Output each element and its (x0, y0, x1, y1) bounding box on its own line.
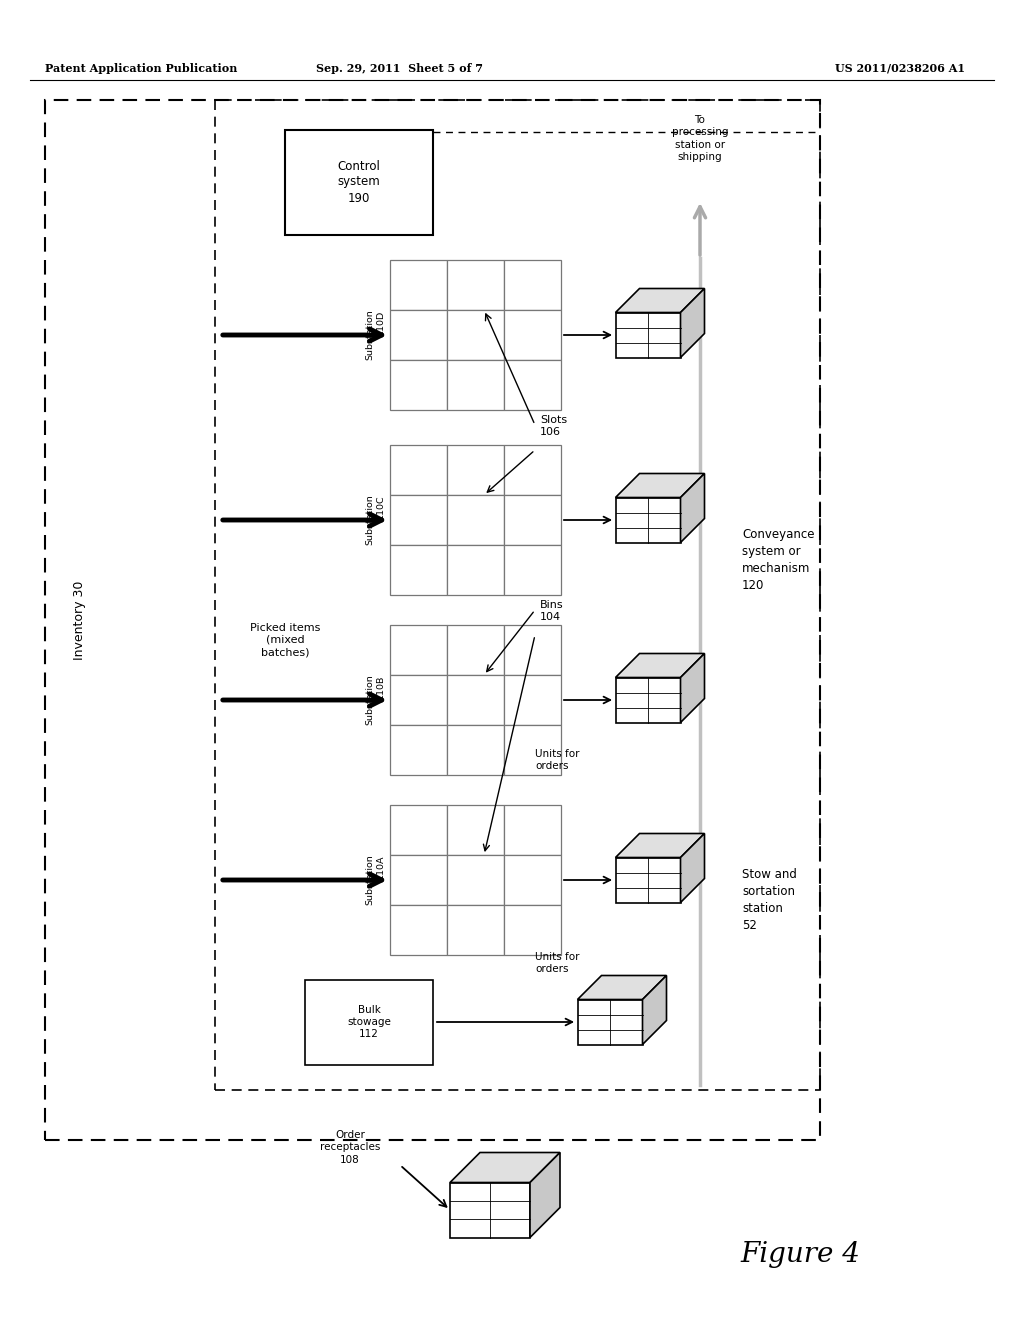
Bar (447, 675, 504, 725)
Polygon shape (450, 1183, 530, 1238)
Text: Patent Application Publication: Patent Application Publication (45, 62, 238, 74)
Polygon shape (681, 289, 705, 358)
Bar (504, 725, 561, 775)
Text: Units for
orders: Units for orders (535, 750, 580, 771)
Polygon shape (615, 498, 681, 543)
Text: Substation
110C: Substation 110C (366, 495, 385, 545)
Polygon shape (615, 653, 705, 677)
Bar (447, 805, 504, 855)
Text: Bins
104: Bins 104 (540, 601, 563, 622)
Bar (504, 855, 561, 906)
Bar (504, 805, 561, 855)
Polygon shape (615, 474, 705, 498)
Text: Sep. 29, 2011  Sheet 5 of 7: Sep. 29, 2011 Sheet 5 of 7 (316, 62, 483, 74)
Bar (504, 360, 561, 411)
Bar (447, 906, 504, 954)
Text: Figure 4: Figure 4 (740, 1242, 860, 1269)
Bar (504, 495, 561, 545)
Bar (390, 360, 447, 411)
Bar (305, 979, 433, 1065)
Text: Control
system
190: Control system 190 (338, 160, 381, 205)
Bar (390, 545, 447, 595)
Text: Slots
106: Slots 106 (540, 414, 567, 437)
Text: To
processing
station or
shipping: To processing station or shipping (672, 115, 728, 162)
Text: Picked items
(mixed
batches): Picked items (mixed batches) (250, 623, 321, 657)
Bar (390, 855, 447, 906)
Text: Order
receptacles
108: Order receptacles 108 (319, 1130, 380, 1164)
Bar (447, 310, 504, 360)
Polygon shape (615, 313, 681, 358)
Bar (390, 725, 447, 775)
Bar (447, 545, 504, 595)
Text: Units for
orders: Units for orders (535, 952, 580, 974)
Polygon shape (530, 1152, 560, 1238)
Bar (215, 100, 820, 1090)
Bar (504, 445, 561, 495)
Bar (504, 545, 561, 595)
Polygon shape (642, 975, 667, 1044)
Bar (390, 260, 447, 310)
Polygon shape (681, 833, 705, 903)
Polygon shape (681, 474, 705, 543)
Polygon shape (615, 833, 705, 858)
Bar (285, 129, 433, 235)
Bar (504, 624, 561, 675)
Bar (447, 855, 504, 906)
Text: Substation
110D: Substation 110D (366, 310, 385, 360)
Polygon shape (450, 1152, 560, 1183)
Text: US 2011/0238206 A1: US 2011/0238206 A1 (835, 62, 965, 74)
Polygon shape (615, 677, 681, 722)
Polygon shape (578, 975, 667, 999)
Bar (390, 445, 447, 495)
Bar (390, 675, 447, 725)
Text: Stow and
sortation
station
52: Stow and sortation station 52 (742, 869, 797, 932)
Bar (390, 310, 447, 360)
Polygon shape (615, 858, 681, 903)
Bar (447, 725, 504, 775)
Bar (390, 805, 447, 855)
Text: Conveyance
system or
mechanism
120: Conveyance system or mechanism 120 (742, 528, 814, 591)
Text: Bulk
stowage
112: Bulk stowage 112 (347, 1005, 391, 1039)
Bar (504, 675, 561, 725)
Bar (390, 906, 447, 954)
Bar (390, 495, 447, 545)
Bar (447, 624, 504, 675)
Bar (45, 100, 820, 1140)
Bar (390, 624, 447, 675)
Text: Substation
110B: Substation 110B (366, 675, 385, 726)
Text: Inventory 30: Inventory 30 (74, 581, 86, 660)
Bar (504, 260, 561, 310)
Bar (504, 906, 561, 954)
Polygon shape (615, 289, 705, 313)
Bar (447, 495, 504, 545)
Bar (447, 360, 504, 411)
Bar (447, 445, 504, 495)
Polygon shape (578, 999, 642, 1044)
Bar (447, 260, 504, 310)
Polygon shape (681, 653, 705, 722)
Text: Substation
110A: Substation 110A (366, 854, 385, 906)
Bar (504, 310, 561, 360)
